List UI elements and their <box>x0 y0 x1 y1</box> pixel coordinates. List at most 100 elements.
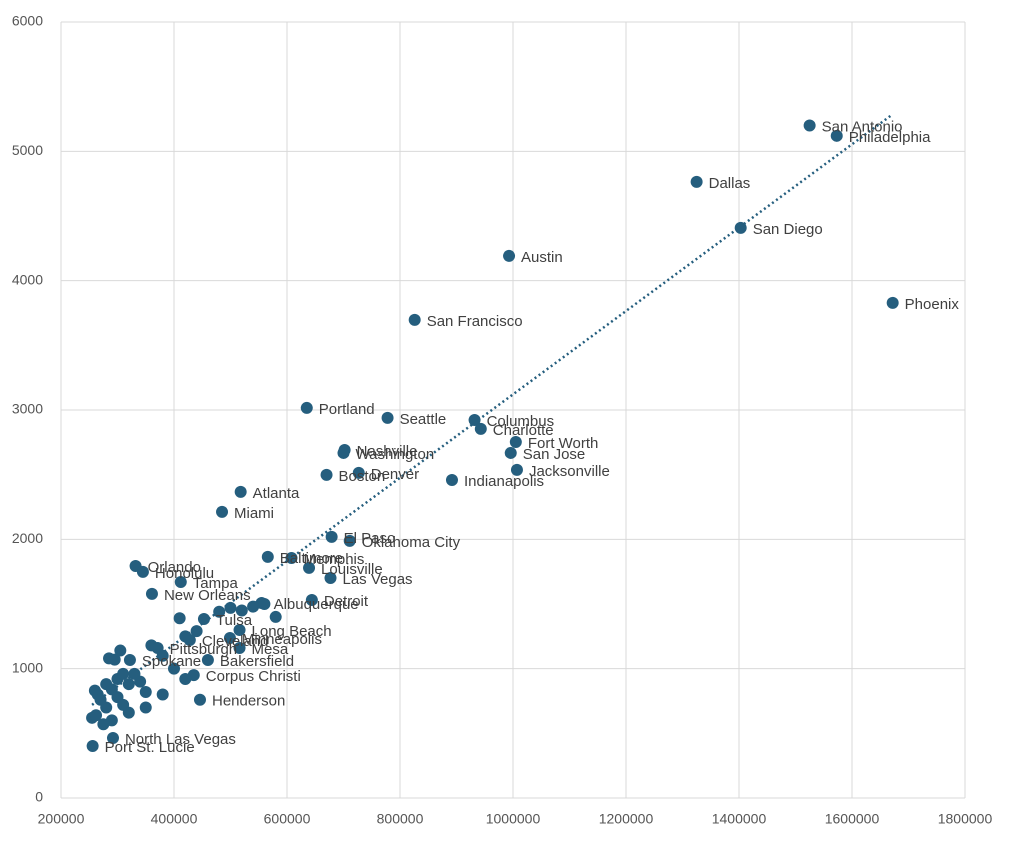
point <box>122 706 135 719</box>
y-tick-label: 1000 <box>12 659 43 675</box>
point <box>224 601 237 614</box>
point <box>408 313 421 326</box>
point <box>830 129 843 142</box>
point-label: San Jose <box>523 446 586 463</box>
x-tick-label: 200000 <box>38 811 85 827</box>
point-label: Tampa <box>193 575 239 592</box>
point-label: Washington <box>356 446 435 463</box>
point <box>509 435 522 448</box>
point <box>216 505 229 518</box>
x-tick-label: 1400000 <box>712 811 767 827</box>
point <box>445 473 458 486</box>
point <box>122 678 135 691</box>
point-label: Jacksonville <box>529 463 610 480</box>
point-label: Henderson <box>212 693 285 710</box>
point <box>285 551 298 564</box>
point-label: San Antonio <box>822 118 903 135</box>
point <box>223 632 236 645</box>
point-label: Honolulu <box>155 565 214 582</box>
point <box>174 576 187 589</box>
point-label: Louisville <box>321 561 383 578</box>
y-tick-label: 4000 <box>12 271 43 287</box>
point-label: Austin <box>521 249 563 266</box>
point-label: Charlotte <box>493 422 554 439</box>
point-label: Phoenix <box>905 296 960 313</box>
point <box>106 731 119 744</box>
point <box>803 119 816 132</box>
point-label: Philadelphia <box>849 129 931 146</box>
point-label: Port St. Lucie <box>105 739 195 756</box>
point <box>300 401 313 414</box>
x-tick-label: 400000 <box>151 811 198 827</box>
point <box>325 530 338 543</box>
point-label: Denver <box>371 466 419 483</box>
x-tick-label: 800000 <box>377 811 424 827</box>
y-tick-label: 3000 <box>12 401 43 417</box>
point <box>97 718 110 731</box>
x-tick-label: 600000 <box>264 811 311 827</box>
point-label: Detroit <box>324 593 369 610</box>
point <box>128 667 141 680</box>
point <box>190 625 203 638</box>
point <box>179 673 192 686</box>
point <box>168 662 180 675</box>
point <box>343 534 356 547</box>
x-tick-label: 1600000 <box>825 811 880 827</box>
point <box>145 587 158 600</box>
point <box>156 649 169 662</box>
point <box>305 593 318 606</box>
point-label: Albuquerque <box>274 596 359 613</box>
point-label: San Diego <box>753 221 823 238</box>
point-label: Columbus <box>487 413 555 430</box>
point-label: Indianapolis <box>464 473 544 490</box>
point <box>235 604 248 617</box>
point <box>247 600 260 613</box>
point <box>303 561 316 574</box>
point <box>136 565 149 578</box>
point-label: North Las Vegas <box>125 731 236 748</box>
point <box>179 630 192 643</box>
point <box>173 612 186 625</box>
point <box>261 550 274 563</box>
y-tick-label: 5000 <box>12 142 43 158</box>
y-tick-label: 2000 <box>12 530 43 546</box>
point-label: Dallas <box>709 175 751 192</box>
point-label: Bakersfield <box>220 653 294 670</box>
point <box>156 688 169 701</box>
point <box>337 446 350 459</box>
point-label: Portland <box>319 401 375 418</box>
point-label: Memphis <box>304 551 365 568</box>
point <box>324 572 337 585</box>
point-label: Seattle <box>400 411 447 428</box>
point <box>886 296 899 309</box>
point-label: Baltimore <box>280 550 343 567</box>
point <box>474 422 487 435</box>
point <box>213 605 226 618</box>
point <box>139 701 152 714</box>
point-label: Cleveland <box>202 633 269 650</box>
point <box>734 221 747 234</box>
point-label: New Orleans <box>164 587 251 604</box>
y-tick-label: 6000 <box>12 13 43 29</box>
point <box>117 667 130 680</box>
point-label: Las Vegas <box>343 571 413 588</box>
point-label: Fort Worth <box>528 435 599 452</box>
point <box>258 598 271 610</box>
point-label: El Paso <box>344 530 396 547</box>
point-label: Miami <box>234 505 274 522</box>
point <box>504 446 517 459</box>
point <box>100 701 113 714</box>
point <box>234 485 247 498</box>
point <box>468 413 481 426</box>
point-label: Minneapolis <box>242 631 322 648</box>
x-tick-label: 1800000 <box>938 811 993 827</box>
point <box>233 641 246 654</box>
point <box>139 685 152 698</box>
point-label: Pittsburgh <box>170 641 238 658</box>
point-label: Oklahoma City <box>362 534 461 551</box>
point-label: Atlanta <box>253 485 300 502</box>
point <box>320 468 333 481</box>
point-label: Corpus Christi <box>206 668 301 685</box>
point-label: San Francisco <box>427 313 523 330</box>
